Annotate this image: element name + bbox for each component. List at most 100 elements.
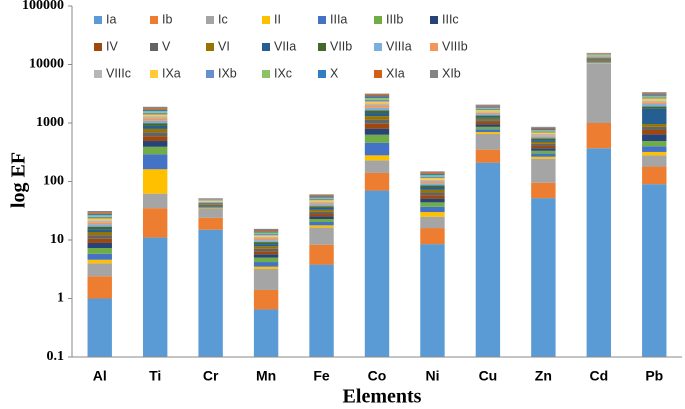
- bar-segment: [475, 132, 501, 134]
- bar-segment: [475, 120, 501, 123]
- bar-segment: [420, 176, 445, 179]
- bar-segment: [87, 213, 112, 216]
- bar-segment: [531, 148, 556, 151]
- bar-segment: [642, 93, 667, 95]
- x-tick-label: Fe: [313, 368, 330, 384]
- bar-segment: [309, 222, 334, 226]
- bar-segment: [309, 201, 334, 204]
- bar-segment: [364, 98, 390, 100]
- bar-segment: [253, 244, 279, 247]
- bar-segment: [475, 126, 501, 130]
- bar-segment: [475, 115, 501, 118]
- bar-segment: [198, 203, 223, 204]
- bar-segment: [642, 92, 667, 94]
- bar-segment: [142, 120, 168, 124]
- legend-swatch: [206, 16, 214, 24]
- bar-segment: [198, 202, 223, 204]
- bar-segment: [475, 106, 501, 108]
- bar-segment: [253, 240, 279, 243]
- bar-segment: [642, 97, 667, 99]
- bar-segment: [531, 133, 556, 136]
- x-tick-label: Ni: [425, 368, 439, 384]
- bar-segment: [309, 196, 334, 198]
- bar-segment: [420, 244, 445, 357]
- bar-segment: [586, 58, 612, 60]
- bar-segment: [531, 141, 556, 144]
- bar-segment: [198, 203, 223, 205]
- y-axis-label: log EF: [8, 152, 30, 208]
- bar-segment: [253, 257, 279, 263]
- bar-segment: [309, 204, 334, 207]
- legend-label: IIIb: [386, 12, 403, 26]
- legend-label: VI: [218, 39, 230, 53]
- bar-segment: [642, 95, 667, 98]
- bar-segment: [253, 268, 279, 290]
- bar-segment: [198, 206, 223, 207]
- bar-segment: [142, 112, 168, 115]
- bar-segment: [531, 145, 556, 149]
- bar-segment: [198, 204, 223, 206]
- bar-segment: [642, 134, 667, 142]
- bar-segment: [420, 198, 445, 203]
- legend-label: II: [274, 12, 281, 26]
- x-tick-label: Al: [93, 368, 107, 384]
- bar-segment: [87, 259, 112, 264]
- bar-segment: [198, 204, 223, 205]
- x-tick-label: Cr: [203, 368, 219, 384]
- bar-segment: [531, 126, 556, 128]
- bar-segment: [586, 57, 612, 58]
- bar-segment: [87, 232, 112, 236]
- bar-segment: [531, 132, 556, 134]
- bar-segment: [586, 56, 612, 58]
- legend-label: VIIIa: [386, 39, 412, 53]
- bar-segment: [420, 187, 445, 190]
- legend-label: Ia: [106, 12, 116, 26]
- bar-segment: [586, 55, 612, 56]
- bar-segment: [253, 251, 279, 255]
- bar-segment: [309, 244, 334, 265]
- bar-segment: [475, 124, 501, 127]
- bar-segment: [475, 129, 501, 133]
- bar-segment: [309, 214, 334, 217]
- bar-segment: [420, 212, 445, 217]
- legend-label: IXb: [218, 66, 237, 80]
- legend-swatch: [150, 16, 158, 24]
- bar-segment: [420, 173, 445, 176]
- bar-segment: [142, 128, 168, 133]
- legend-swatch: [94, 43, 102, 51]
- legend-swatch: [150, 70, 158, 78]
- bar-segment: [253, 262, 279, 267]
- bar-segment: [253, 231, 279, 233]
- bar-segment: [475, 133, 501, 150]
- bar-segment: [198, 217, 223, 230]
- bar-segment: [142, 114, 168, 117]
- bar-segment: [142, 154, 168, 170]
- bar-segment: [87, 276, 112, 299]
- x-axis-label: Elements: [343, 386, 422, 408]
- bar-segment: [364, 110, 390, 114]
- bar-segment: [475, 162, 501, 357]
- bar-segment: [87, 224, 112, 227]
- legend-label: VIIa: [274, 39, 296, 53]
- bar-segment: [253, 228, 279, 231]
- legend-swatch: [430, 43, 438, 51]
- bar-segment: [309, 207, 334, 210]
- bar-segment: [420, 179, 445, 182]
- legend-label: VIIb: [330, 39, 352, 53]
- bar-segment: [87, 226, 112, 230]
- y-tick-label: 10: [50, 232, 64, 247]
- bar-segment: [586, 59, 612, 61]
- bar-segment: [531, 128, 556, 131]
- bar-segment: [87, 263, 112, 277]
- bar-segment: [142, 106, 168, 109]
- bar-segment: [87, 216, 112, 219]
- bar-segment: [87, 218, 112, 221]
- bar-segment: [364, 113, 390, 117]
- bar-segment: [642, 141, 667, 147]
- legend-label: IXa: [162, 66, 181, 80]
- bar-segment: [531, 182, 556, 199]
- bar-segment: [142, 169, 168, 194]
- bar-segment: [586, 62, 612, 63]
- bar-segment: [364, 95, 390, 97]
